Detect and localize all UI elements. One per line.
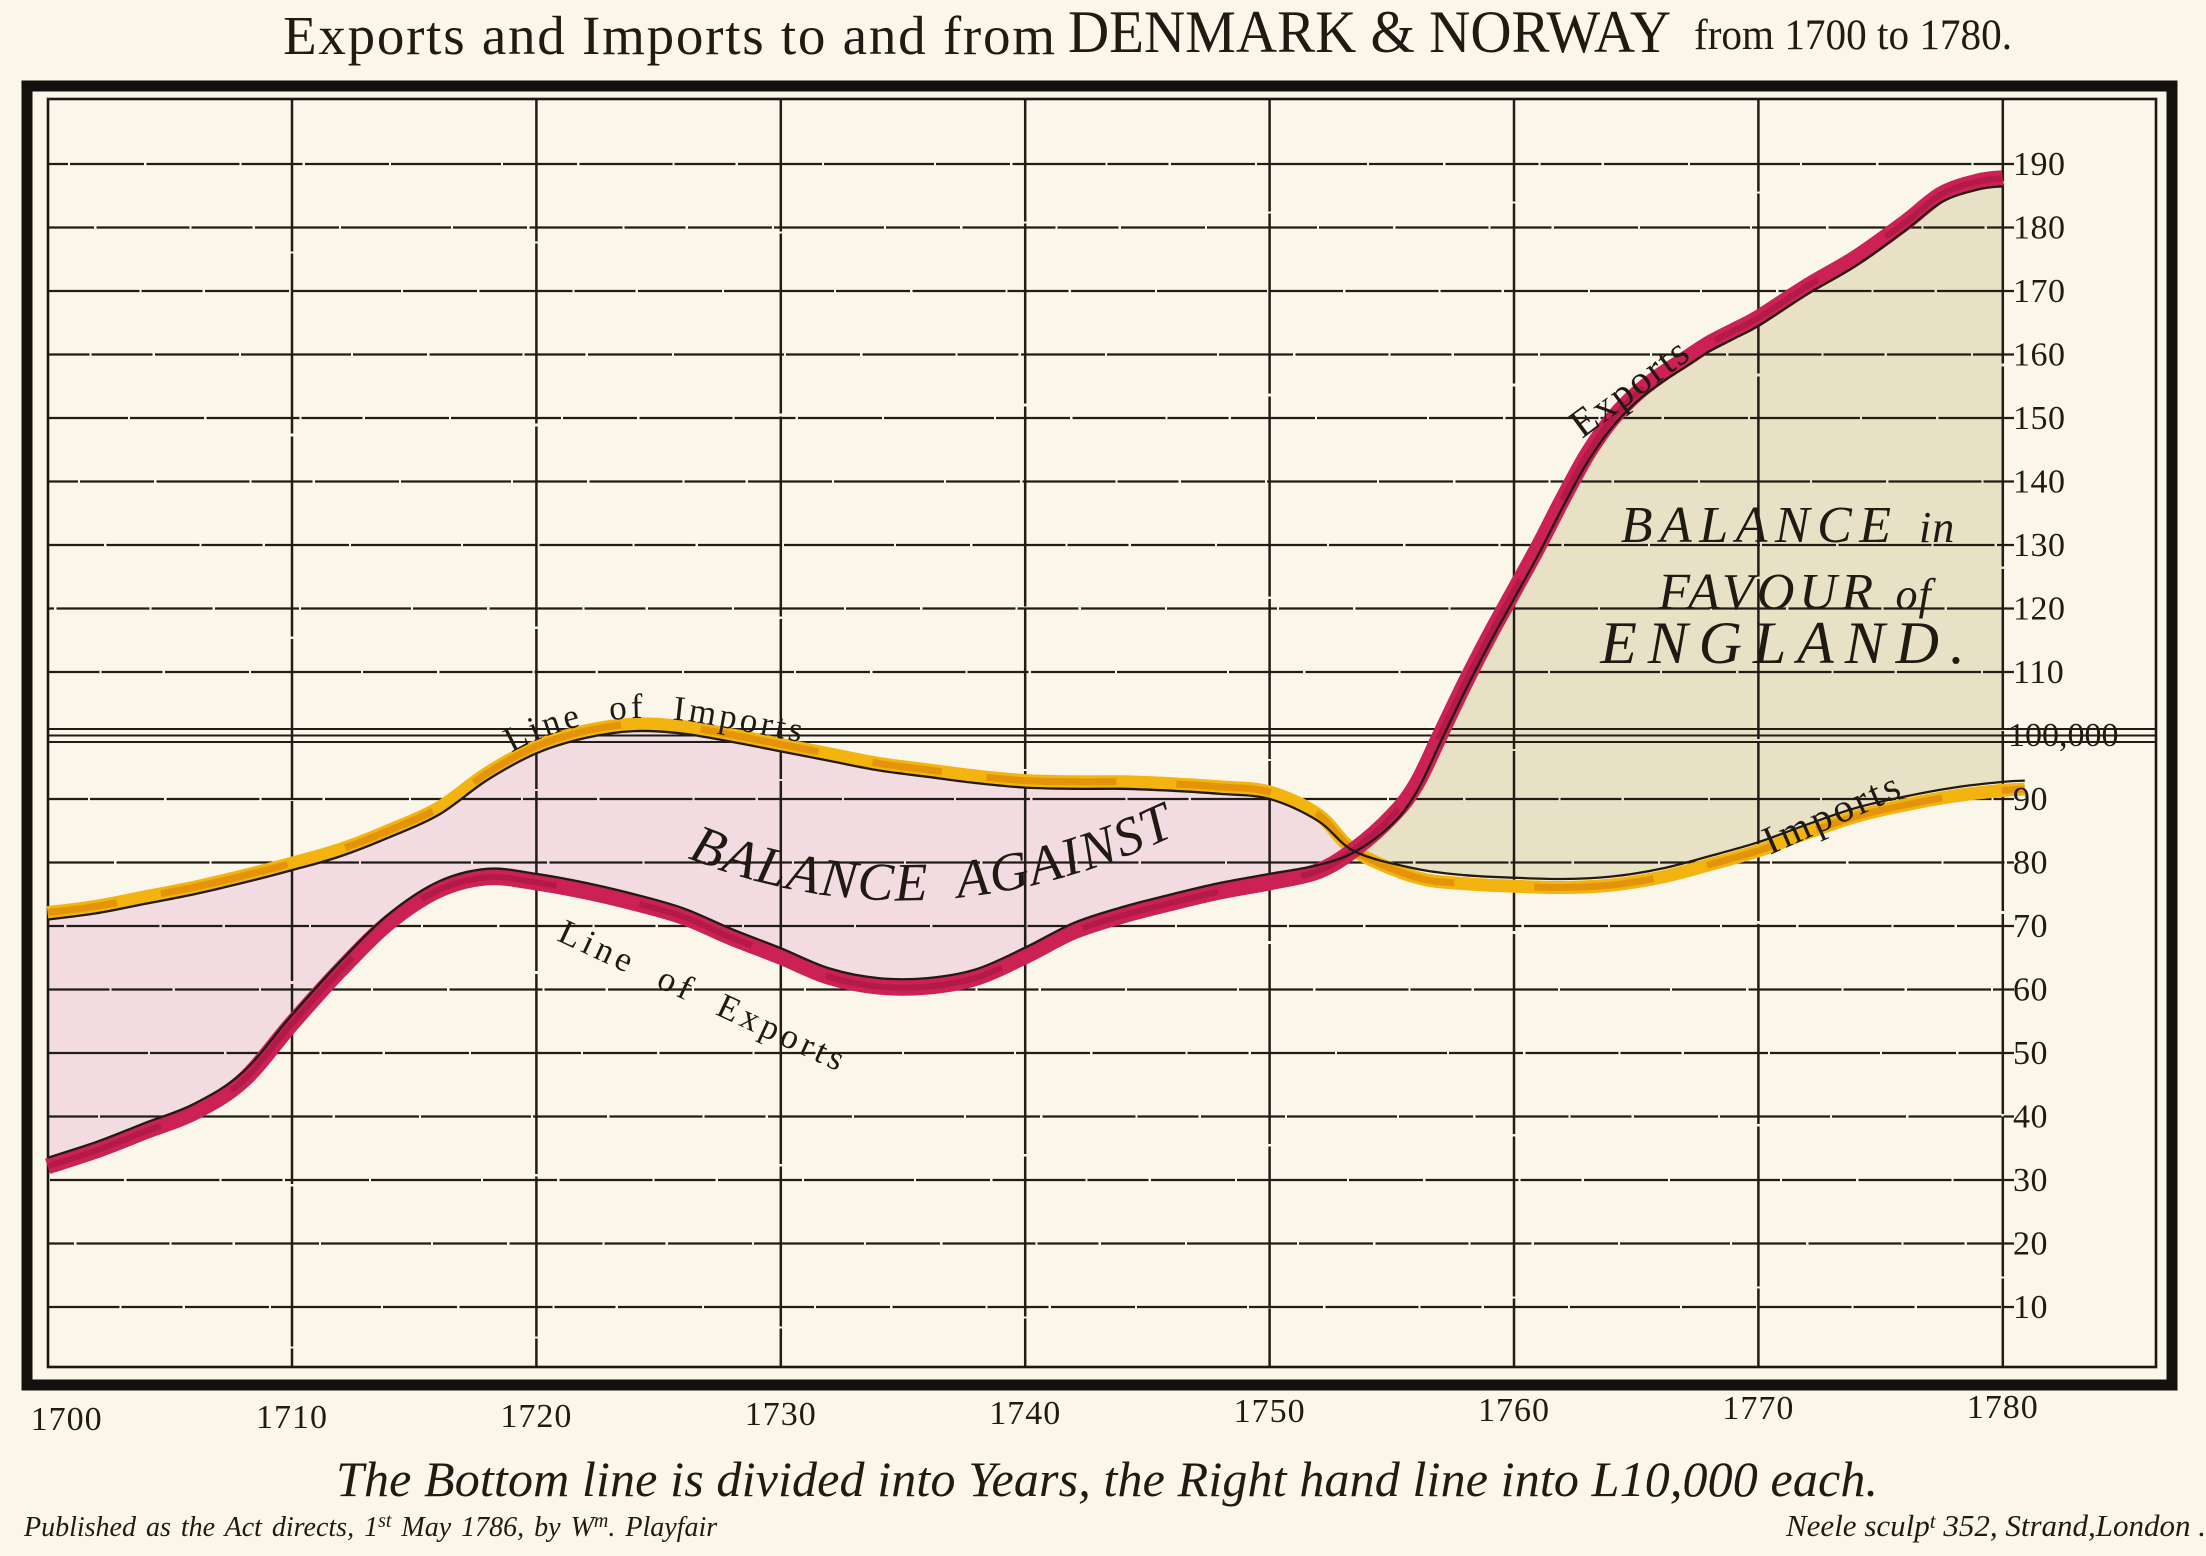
svg-text:80: 80 xyxy=(2013,845,2048,882)
svg-text:1710: 1710 xyxy=(256,1399,328,1436)
svg-text:Published as the Act directs,: Published as the Act directs, 1st May 17… xyxy=(23,1510,717,1543)
svg-text:1740: 1740 xyxy=(989,1395,1061,1432)
svg-text:50: 50 xyxy=(2013,1035,2048,1072)
svg-text:140: 140 xyxy=(2013,464,2066,501)
svg-text:BALANCE in: BALANCE in xyxy=(1621,497,1956,554)
svg-text:1780: 1780 xyxy=(1967,1389,2039,1426)
svg-text:60: 60 xyxy=(2013,972,2048,1009)
svg-text:1760: 1760 xyxy=(1478,1392,1550,1429)
svg-text:10: 10 xyxy=(2013,1289,2048,1326)
svg-text:70: 70 xyxy=(2013,908,2048,945)
svg-text:160: 160 xyxy=(2013,337,2066,374)
svg-text:The Bottom line is divided int: The Bottom line is divided into Years, t… xyxy=(336,1451,1878,1507)
svg-text:FAVOUR of: FAVOUR of xyxy=(1657,564,1936,621)
svg-text:130: 130 xyxy=(2013,527,2066,564)
svg-text:90: 90 xyxy=(2013,781,2048,818)
svg-text:20: 20 xyxy=(2013,1226,2048,1263)
svg-text:190: 190 xyxy=(2013,146,2066,183)
svg-text:100,000: 100,000 xyxy=(2008,717,2119,754)
svg-text:180: 180 xyxy=(2013,210,2066,247)
svg-text:150: 150 xyxy=(2013,400,2066,437)
svg-text:170: 170 xyxy=(2013,273,2066,310)
svg-text:1770: 1770 xyxy=(1722,1390,1794,1427)
svg-text:40: 40 xyxy=(2013,1099,2048,1136)
svg-text:1730: 1730 xyxy=(745,1396,817,1433)
svg-text:Neele sculpt 352, Strand,Londo: Neele sculpt 352, Strand,London . xyxy=(1785,1508,2206,1543)
svg-text:ENGLAND.: ENGLAND. xyxy=(1599,610,1976,676)
svg-text:1750: 1750 xyxy=(1234,1393,1306,1430)
svg-text:1700: 1700 xyxy=(31,1401,103,1438)
svg-text:30: 30 xyxy=(2013,1162,2048,1199)
svg-text:Exports and Imports to and fro: Exports and Imports to and from xyxy=(283,5,1055,66)
svg-text:from 1700 to 1780.: from 1700 to 1780. xyxy=(1694,12,2012,59)
svg-text:120: 120 xyxy=(2013,591,2066,628)
svg-text:1720: 1720 xyxy=(500,1398,572,1435)
svg-text:110: 110 xyxy=(2013,654,2064,691)
svg-text:DENMARK & NORWAY: DENMARK & NORWAY xyxy=(1068,0,1671,65)
